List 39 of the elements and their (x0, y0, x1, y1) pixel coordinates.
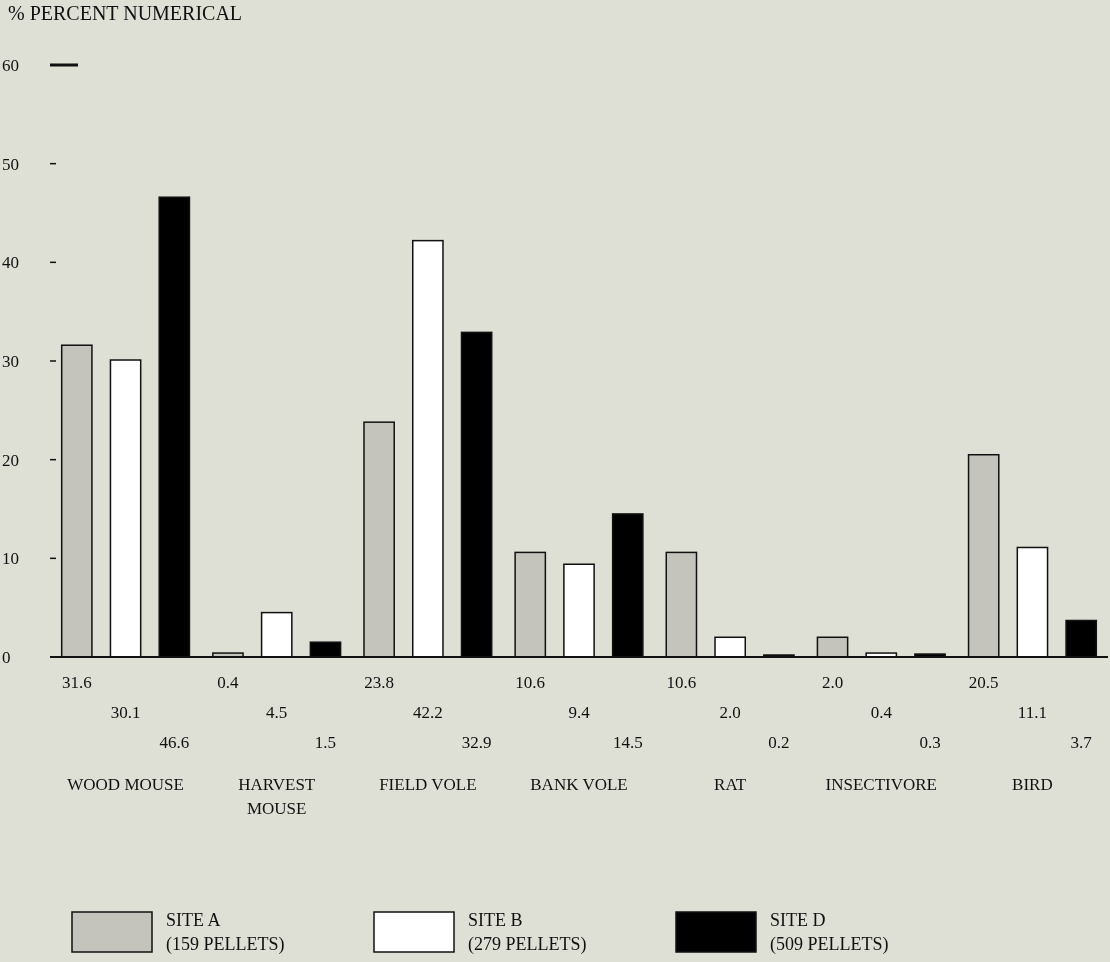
y-tick-label: 10 (2, 549, 19, 569)
x-tick-label: RAT (714, 775, 747, 794)
data-label: 11.1 (1017, 703, 1047, 722)
data-label: 23.8 (364, 673, 394, 692)
data-label: 1.5 (314, 733, 337, 752)
y-axis-title: % PERCENT NUMERICAL (8, 2, 243, 24)
data-label: 4.5 (266, 703, 288, 722)
data-label: 2.0 (821, 673, 844, 692)
data-label: 10.6 (666, 673, 697, 692)
data-label: 0.4 (217, 673, 240, 692)
y-tick-label: 30 (2, 351, 19, 371)
data-label: 31.6 (61, 673, 92, 692)
x-tick-label: BANK VOLE (530, 775, 628, 794)
legend-label: SITE A (159 PELLETS) (166, 910, 285, 955)
data-label: 30.1 (110, 703, 141, 722)
legend-label: SITE D (509 PELLETS) (770, 910, 889, 955)
x-tick-label: HARVEST MOUSE (238, 775, 316, 818)
x-tick-label: INSECTIVORE (825, 775, 938, 794)
legend-label: SITE B (279 PELLETS) (468, 910, 587, 955)
data-label: 42.2 (412, 703, 443, 722)
x-tick-label: BIRD (1012, 775, 1053, 794)
data-label: 9.4 (568, 703, 591, 722)
data-label: 14.5 (612, 733, 643, 752)
y-tick-label: 20 (2, 450, 19, 470)
data-label: 3.7 (1070, 733, 1093, 752)
data-label: 46.6 (159, 733, 190, 752)
data-label: 0.2 (768, 733, 790, 752)
y-tick-label: 60 (2, 55, 19, 75)
y-tick-label: 0 (2, 647, 11, 667)
data-label: 0.3 (919, 733, 941, 752)
y-tick-label: 50 (2, 154, 19, 174)
data-label: 2.0 (719, 703, 741, 722)
x-tick-label: WOOD MOUSE (67, 775, 184, 794)
x-tick-label: FIELD VOLE (379, 775, 477, 794)
data-label: 32.9 (461, 733, 492, 752)
y-tick-label: 40 (2, 253, 19, 273)
data-label: 0.4 (870, 703, 893, 722)
data-label: 20.5 (968, 673, 999, 692)
data-label: 10.6 (515, 673, 546, 692)
